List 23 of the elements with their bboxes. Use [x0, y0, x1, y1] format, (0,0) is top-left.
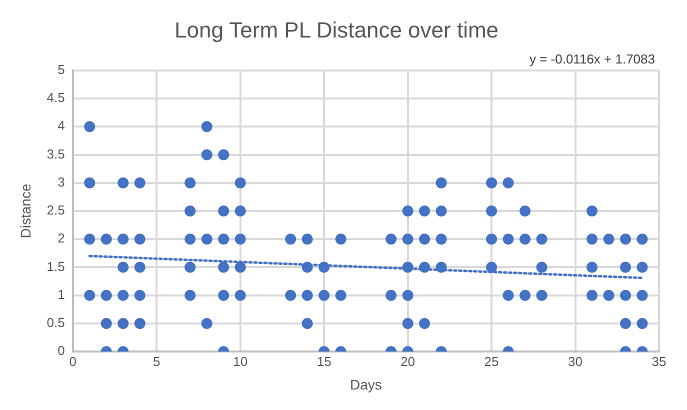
x-tick-label: 25: [484, 354, 499, 369]
y-tick-label: 1.5: [46, 258, 65, 274]
x-axis-title: Days: [350, 376, 382, 392]
y-tick-label: 4.5: [46, 90, 65, 106]
x-tick-label: 15: [316, 354, 332, 369]
x-tick-label: 5: [152, 354, 160, 369]
y-tick-label: 3: [58, 174, 65, 190]
x-tick-label: 10: [233, 354, 248, 369]
x-tick-label: 30: [568, 354, 582, 369]
y-axis-title: Distance: [17, 184, 34, 238]
chart-title: Long Term PL Distance over time: [174, 17, 499, 42]
x-tick-label: 35: [652, 354, 666, 369]
x-tick-label: 0: [69, 354, 76, 369]
y-tick-label: 4: [58, 118, 65, 134]
x-tick-label: 20: [400, 354, 416, 369]
y-tick-label: 3.5: [46, 146, 65, 162]
y-tick-label: 2.5: [46, 202, 65, 218]
y-tick-label: 5: [58, 62, 65, 77]
text: y = -0.0116x + 1.7083: [529, 51, 655, 66]
y-tick-label: 0.5: [46, 315, 65, 330]
y-tick-label: 1: [58, 286, 65, 302]
y-tick-label: 0: [58, 343, 65, 358]
y-tick-label: 2: [58, 230, 65, 246]
